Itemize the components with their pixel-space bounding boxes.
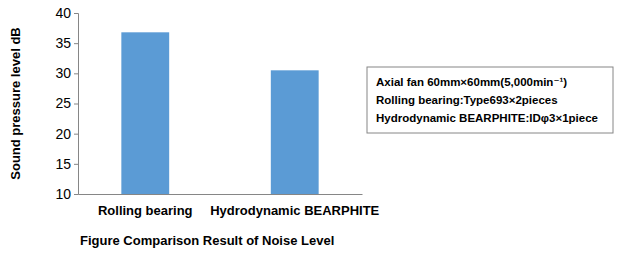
y-axis: 10 15 20 25 30 35 40 <box>55 5 78 202</box>
tick-mark <box>74 134 78 135</box>
annotation: Rolling bearing:Type693×2pieces <box>376 94 558 106</box>
annotations: Axial fan 60mm×60mm(5,000min⁻¹) Rolling b… <box>376 76 598 124</box>
tick-mark <box>74 73 78 74</box>
tick-label: 40 <box>55 5 71 21</box>
tick: 15 <box>55 156 78 172</box>
tick-label: 30 <box>55 65 71 81</box>
tick: Hydrodynamic BEARPHITE <box>210 194 379 218</box>
tick-label: 10 <box>55 186 71 202</box>
tick: 40 <box>55 5 78 21</box>
tick-mark <box>74 43 78 44</box>
tick-label: 15 <box>55 156 71 172</box>
bars <box>121 32 318 194</box>
x-axis: Rolling bearing Hydrodynamic BEARPHITE <box>79 194 380 218</box>
axis-line <box>74 14 79 195</box>
tick-mark <box>74 13 78 14</box>
tick-label: Rolling bearing <box>98 203 193 218</box>
annotation-box <box>367 67 613 133</box>
tick: 10 <box>55 186 78 202</box>
tick-label: 35 <box>55 35 71 51</box>
title: Figure Comparison Result of Noise Level <box>80 233 334 248</box>
tick: 35 <box>55 35 78 51</box>
tick-mark <box>74 164 78 165</box>
axis-title: Sound pressure level dB <box>8 27 23 179</box>
bar <box>121 32 169 194</box>
tick-label: 25 <box>55 95 71 111</box>
tick-label: Hydrodynamic BEARPHITE <box>210 203 379 218</box>
tick: Rolling bearing <box>98 194 193 218</box>
tick: 20 <box>55 126 78 142</box>
chart: 10 15 20 25 30 35 40 Rolling bearing Hydrodynami… <box>0 0 620 260</box>
tick-mark <box>74 194 78 195</box>
annotation: Axial fan 60mm×60mm(5,000min⁻¹) <box>376 76 567 88</box>
tick-mark <box>74 104 78 105</box>
axis-line <box>79 194 363 195</box>
tick: 30 <box>55 65 78 81</box>
bar <box>271 70 319 194</box>
tick-label: 20 <box>55 126 71 142</box>
tick: 25 <box>55 95 78 111</box>
annotation: Hydrodynamic BEARPHITE:IDφ3×1piece <box>376 112 598 124</box>
